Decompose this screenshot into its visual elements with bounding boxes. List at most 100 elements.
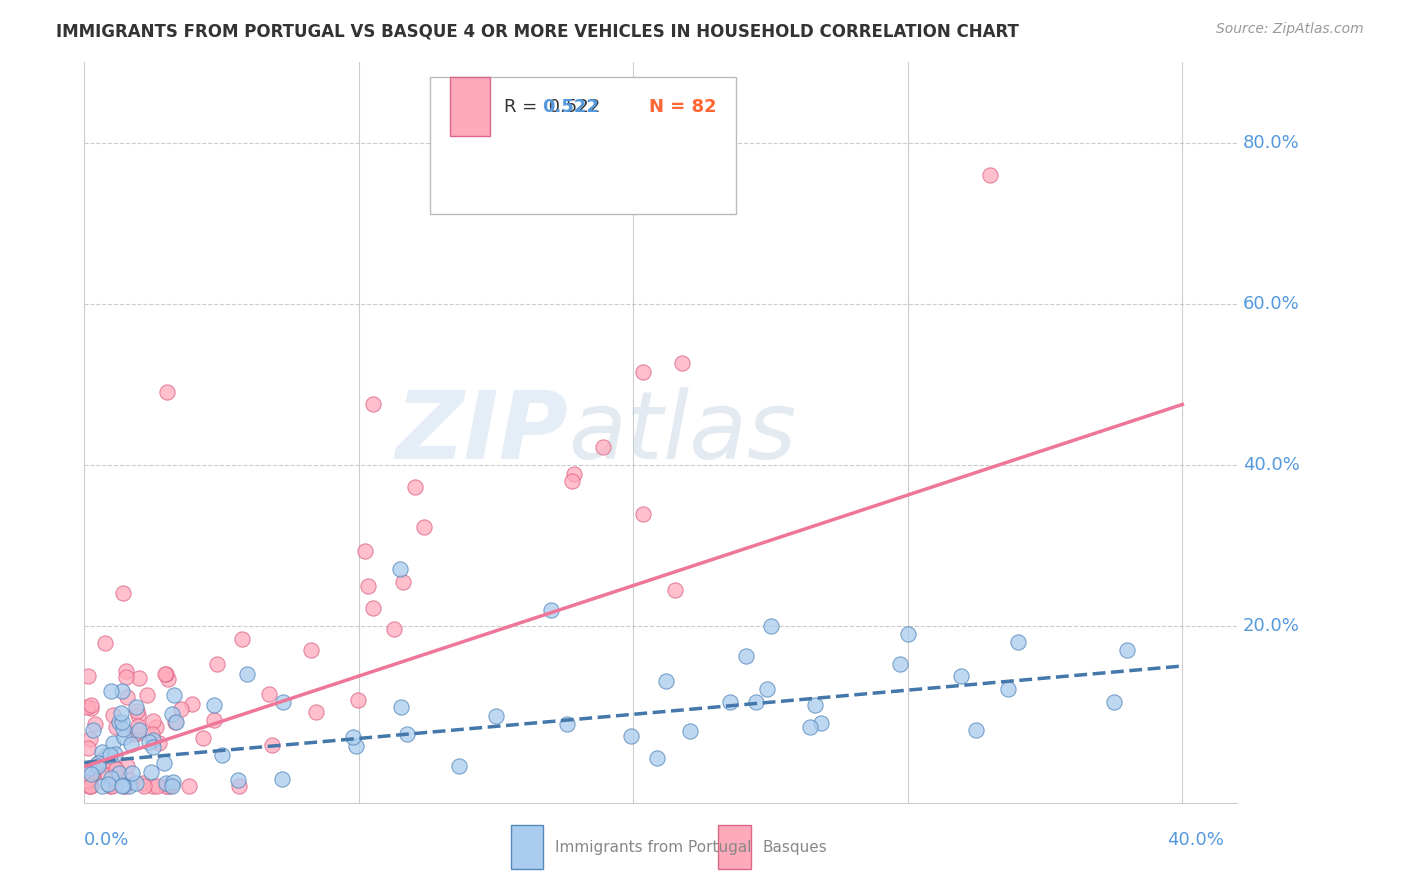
- Point: [897, 627, 920, 641]
- Point: [100, 684, 122, 698]
- Point: [77, 740, 100, 755]
- Point: [77, 773, 100, 788]
- Text: 40.0%: 40.0%: [1243, 456, 1301, 474]
- Point: [127, 726, 149, 740]
- Text: Basques: Basques: [762, 839, 827, 855]
- Point: [155, 667, 177, 681]
- Point: [104, 747, 127, 761]
- Point: [120, 737, 142, 751]
- Point: [112, 722, 135, 736]
- Point: [347, 692, 370, 706]
- Text: N = 82: N = 82: [650, 98, 717, 116]
- Point: [91, 756, 114, 771]
- Point: [76, 699, 98, 714]
- Point: [125, 776, 148, 790]
- Point: [354, 544, 377, 558]
- Point: [105, 762, 128, 776]
- Point: [128, 671, 150, 685]
- Point: [163, 715, 186, 730]
- Point: [98, 747, 121, 762]
- Text: 40.0%: 40.0%: [1167, 831, 1223, 849]
- Point: [115, 758, 138, 772]
- Point: [631, 365, 654, 379]
- Point: [101, 708, 124, 723]
- Point: [671, 356, 693, 370]
- Point: [91, 745, 114, 759]
- Point: [118, 779, 141, 793]
- Point: [77, 761, 100, 775]
- Point: [114, 779, 136, 793]
- Point: [156, 779, 179, 793]
- Point: [112, 778, 135, 792]
- Point: [100, 779, 122, 793]
- Point: [231, 632, 253, 646]
- Point: [562, 467, 585, 482]
- Point: [117, 772, 139, 787]
- Point: [100, 771, 122, 785]
- Point: [226, 773, 249, 788]
- Point: [112, 779, 135, 793]
- Point: [759, 619, 782, 633]
- Point: [96, 748, 118, 763]
- Point: [156, 672, 179, 686]
- Point: [193, 731, 215, 745]
- Text: 0.522: 0.522: [543, 98, 599, 116]
- Point: [271, 772, 294, 786]
- Point: [82, 723, 104, 737]
- Point: [979, 168, 1001, 182]
- Point: [181, 697, 204, 711]
- Point: [561, 474, 583, 488]
- Point: [301, 643, 323, 657]
- Point: [404, 480, 426, 494]
- Point: [1116, 643, 1139, 657]
- Point: [382, 622, 405, 636]
- Point: [103, 736, 125, 750]
- Point: [342, 730, 364, 744]
- Point: [145, 721, 167, 735]
- Point: [127, 719, 149, 733]
- Point: [110, 706, 132, 721]
- Point: [142, 714, 165, 728]
- Point: [179, 779, 201, 793]
- Point: [156, 385, 179, 400]
- Point: [97, 777, 120, 791]
- Point: [305, 706, 328, 720]
- Point: [82, 768, 104, 782]
- Point: [633, 508, 655, 522]
- Point: [76, 763, 98, 777]
- Point: [645, 750, 668, 764]
- Point: [592, 440, 614, 454]
- Point: [86, 759, 108, 773]
- Point: [84, 758, 107, 772]
- Point: [104, 720, 127, 734]
- Point: [155, 667, 177, 681]
- Point: [155, 776, 177, 790]
- Point: [165, 714, 187, 729]
- Point: [799, 720, 821, 734]
- Point: [128, 723, 150, 737]
- Point: [228, 779, 250, 793]
- Point: [117, 690, 139, 704]
- Point: [257, 687, 280, 701]
- Text: IMMIGRANTS FROM PORTUGAL VS BASQUE 4 OR MORE VEHICLES IN HOUSEHOLD CORRELATION C: IMMIGRANTS FROM PORTUGAL VS BASQUE 4 OR …: [56, 22, 1019, 40]
- Point: [84, 717, 107, 731]
- Text: 80.0%: 80.0%: [1243, 134, 1299, 152]
- Point: [756, 681, 779, 696]
- Point: [121, 766, 143, 780]
- Point: [125, 704, 148, 718]
- Point: [271, 695, 294, 709]
- Point: [135, 688, 157, 702]
- Point: [79, 779, 101, 793]
- Point: [111, 586, 134, 600]
- Point: [965, 723, 987, 737]
- Point: [90, 753, 112, 767]
- Point: [101, 758, 124, 772]
- Point: [132, 779, 155, 793]
- Point: [141, 727, 163, 741]
- FancyBboxPatch shape: [430, 78, 735, 214]
- Point: [142, 739, 165, 754]
- Point: [138, 735, 160, 749]
- Point: [77, 779, 100, 793]
- FancyBboxPatch shape: [510, 825, 543, 870]
- Point: [76, 669, 98, 683]
